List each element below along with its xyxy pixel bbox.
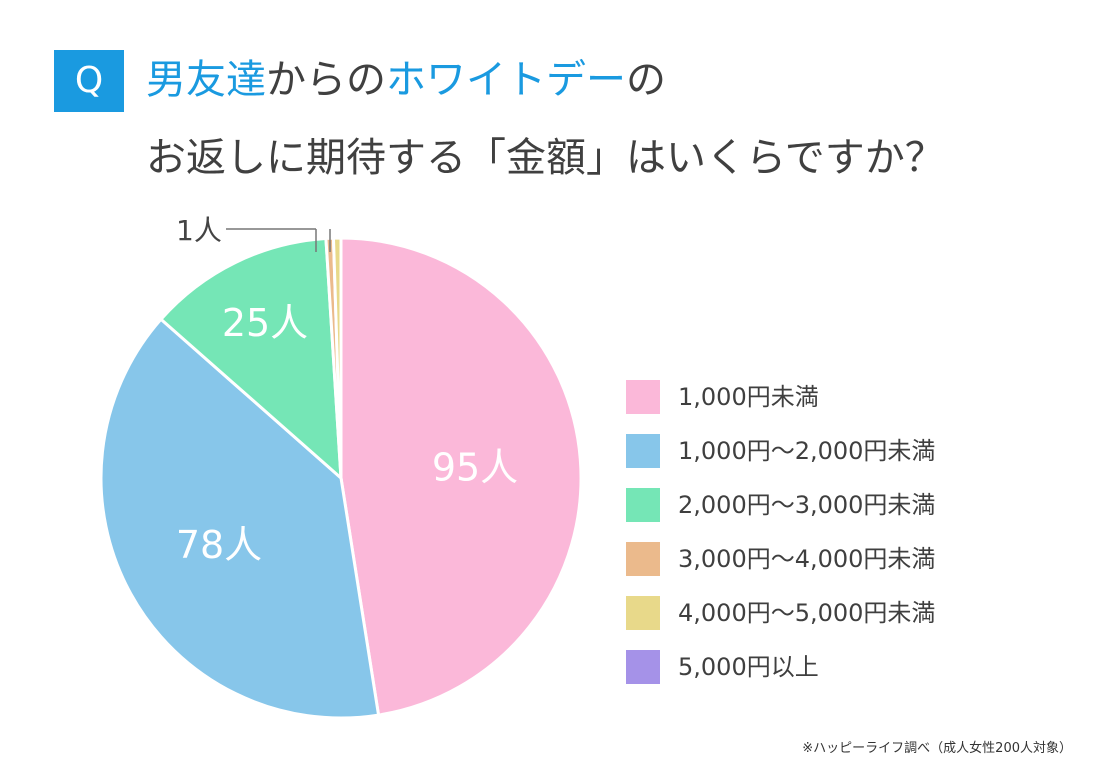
legend-label: 1,000円～2,000円未満 (678, 437, 936, 465)
data-label: 78人 (176, 523, 262, 567)
legend-swatch (626, 596, 660, 630)
data-label: 25人 (222, 301, 308, 345)
legend-label: 2,000円～3,000円未満 (678, 491, 936, 519)
legend-label: 1,000円未満 (678, 383, 819, 411)
legend-swatch (626, 650, 660, 684)
question-badge: Q (54, 50, 124, 112)
legend-label: 3,000円～4,000円未満 (678, 545, 936, 573)
title-highlight: ホワイトデー (386, 57, 626, 103)
pie-slice (331, 236, 343, 479)
title-text: の (626, 57, 666, 103)
pie-slice (158, 236, 343, 482)
title-text: からの (266, 57, 386, 103)
title-highlight: 男友達 (146, 57, 266, 103)
legend-label: 5,000円以上 (678, 653, 819, 681)
callout-label: 1人 (176, 214, 222, 247)
title-line-1: 男友達からのホワイトデーの (146, 54, 666, 106)
data-label: 95人 (432, 446, 518, 490)
legend-swatch (626, 542, 660, 576)
title-line-2: お返しに期待する「金額」はいくらですか？ (146, 135, 945, 181)
legend-label: 4,000円～5,000円未満 (678, 599, 936, 627)
legend-swatch (626, 434, 660, 468)
legend-swatch (626, 380, 660, 414)
pie-slice (339, 236, 583, 717)
pie-slice (99, 317, 381, 720)
source-note: ※ハッピーライフ調べ（成人女性200人対象） (802, 741, 1072, 756)
legend-swatch (626, 488, 660, 522)
